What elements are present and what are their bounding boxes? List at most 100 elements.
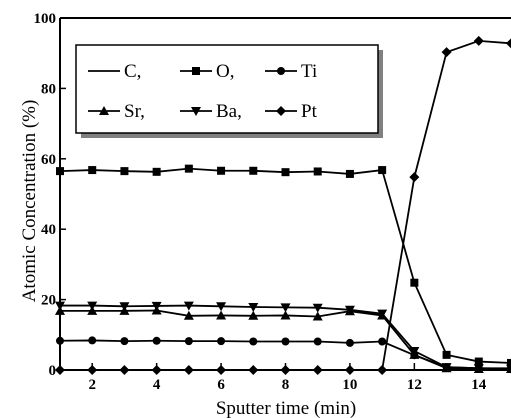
data-point-ba xyxy=(280,303,291,313)
data-point-ti xyxy=(184,337,193,346)
data-point-pt xyxy=(216,365,227,375)
data-point-ti xyxy=(313,337,322,346)
data-point-ba xyxy=(312,303,323,313)
data-point-o xyxy=(474,357,483,366)
data-point-ti xyxy=(152,336,161,345)
legend-entry-pt: Pt xyxy=(265,101,318,122)
legend-entry-ba: Ba, xyxy=(180,101,242,122)
legend-marker-ti xyxy=(277,67,285,75)
data-point-pt xyxy=(441,47,452,58)
x-tick-label: 8 xyxy=(282,377,290,393)
data-point-ba xyxy=(216,302,227,312)
legend-label-ti: Ti xyxy=(301,61,317,82)
series-line-o xyxy=(59,167,511,364)
data-point-pt xyxy=(87,365,98,375)
data-point-ba xyxy=(344,305,355,315)
legend-marker-ba xyxy=(191,107,201,116)
data-point-ba xyxy=(55,301,65,311)
data-point-pt xyxy=(506,38,511,49)
data-point-sr xyxy=(183,310,194,320)
y-tick-label: 80 xyxy=(41,81,56,97)
data-point-pt xyxy=(473,35,484,46)
y-tick-label: 0 xyxy=(49,363,57,379)
data-point-sr xyxy=(216,310,227,320)
data-point-ti xyxy=(217,337,226,346)
data-point-sr xyxy=(280,310,291,320)
data-point-o xyxy=(217,166,226,175)
data-point-o xyxy=(507,358,511,367)
data-point-ba xyxy=(87,301,98,311)
x-tick-label: 14 xyxy=(471,377,487,393)
data-point-ba xyxy=(506,364,511,374)
data-point-o xyxy=(313,167,322,176)
legend-entry-c: C, xyxy=(88,61,141,82)
data-point-o xyxy=(281,168,290,177)
data-point-o xyxy=(152,167,161,176)
data-point-ti xyxy=(345,338,354,347)
data-point-pt xyxy=(183,365,194,375)
data-point-o xyxy=(120,167,129,176)
data-point-sr xyxy=(248,310,259,320)
legend-marker-pt xyxy=(276,106,286,116)
x-tick-label: 12 xyxy=(407,377,422,393)
data-point-o xyxy=(345,169,354,178)
legend-entry-o: O, xyxy=(180,61,234,82)
x-tick-label: 6 xyxy=(217,377,225,393)
y-tick-label: 60 xyxy=(41,152,56,168)
data-point-ti xyxy=(88,336,97,345)
legend-marker-o xyxy=(192,67,200,75)
y-tick-label: 100 xyxy=(34,11,57,27)
data-point-pt xyxy=(312,365,323,375)
legend-marker-sr xyxy=(99,106,109,115)
y-tick-label: 20 xyxy=(41,293,56,309)
legend-label-o: O, xyxy=(216,61,234,82)
legend: C, O, Ti Sr, Ba, Pt xyxy=(75,44,383,138)
data-point-o xyxy=(249,166,258,175)
data-point-pt xyxy=(409,172,420,183)
y-axis-label: Atomic Concentration (%) xyxy=(19,100,40,303)
data-point-o xyxy=(378,166,387,175)
legend-label-ba: Ba, xyxy=(216,101,242,122)
data-point-ba xyxy=(409,346,420,356)
data-point-ba xyxy=(119,302,130,312)
data-point-ti xyxy=(249,337,258,346)
data-point-ba xyxy=(248,302,259,312)
data-point-pt xyxy=(55,365,65,375)
data-point-ba xyxy=(183,301,194,311)
legend-entry-sr: Sr, xyxy=(88,101,145,122)
data-point-ti xyxy=(281,337,290,346)
legend-label-c: C, xyxy=(124,61,141,82)
x-axis-label: Sputter time (min) xyxy=(216,398,356,418)
x-tick-label: 4 xyxy=(153,377,161,393)
data-point-ba xyxy=(151,301,162,311)
series-o xyxy=(56,164,511,367)
x-tick-label: 2 xyxy=(88,377,96,393)
data-point-pt xyxy=(248,365,259,375)
y-tick-label: 40 xyxy=(41,222,56,238)
data-point-pt xyxy=(119,365,130,375)
series-layer xyxy=(55,35,511,375)
data-point-ba xyxy=(377,309,388,319)
legend-box xyxy=(75,44,379,134)
data-point-o xyxy=(88,166,97,175)
legend-label-sr: Sr, xyxy=(124,101,145,122)
data-point-pt xyxy=(151,365,162,375)
legend-label-pt: Pt xyxy=(301,101,318,122)
data-point-ti xyxy=(120,337,129,346)
data-point-pt xyxy=(344,365,355,375)
data-point-o xyxy=(410,278,419,287)
x-tick-label: 10 xyxy=(342,377,357,393)
data-point-ba xyxy=(441,363,452,373)
data-point-pt xyxy=(377,365,388,375)
data-point-sr xyxy=(312,311,323,321)
data-point-ti xyxy=(378,337,387,346)
legend-entry-ti: Ti xyxy=(265,61,317,82)
data-point-o xyxy=(56,167,64,176)
series-ba xyxy=(55,301,511,374)
data-point-o xyxy=(184,164,193,173)
series-pt xyxy=(55,35,511,375)
data-point-o xyxy=(442,350,451,359)
data-point-ti xyxy=(56,336,64,345)
data-point-pt xyxy=(280,365,291,375)
